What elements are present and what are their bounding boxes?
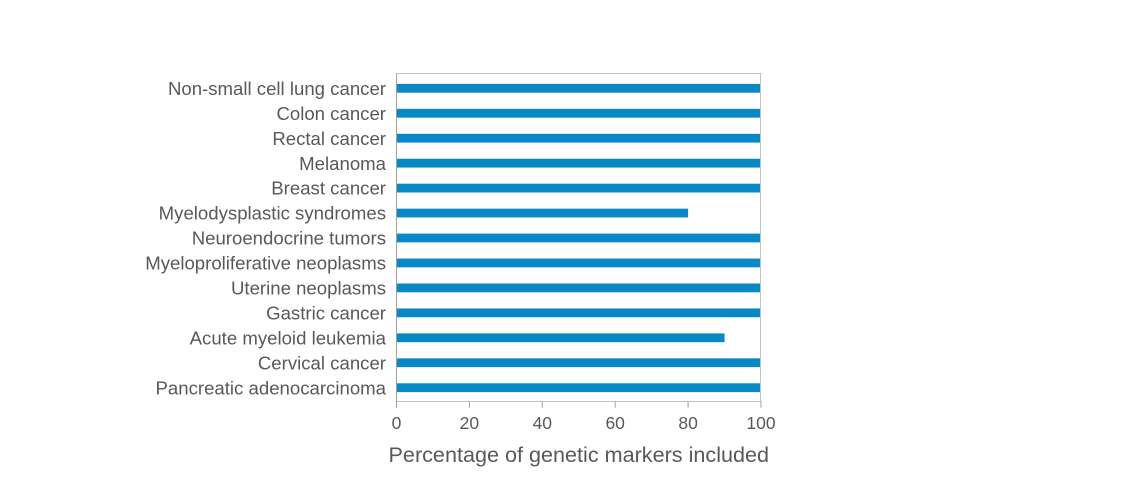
svg-text:Uterine neoplasms: Uterine neoplasms bbox=[231, 278, 386, 299]
svg-text:Myelodysplastic syndromes: Myelodysplastic syndromes bbox=[159, 203, 386, 224]
svg-text:Percentage of genetic markers: Percentage of genetic markers included bbox=[389, 442, 770, 467]
svg-text:60: 60 bbox=[605, 413, 625, 433]
svg-text:Non-small cell lung cancer: Non-small cell lung cancer bbox=[168, 78, 386, 99]
svg-text:40: 40 bbox=[533, 413, 553, 433]
svg-text:20: 20 bbox=[460, 413, 480, 433]
svg-text:Rectal cancer: Rectal cancer bbox=[272, 128, 386, 149]
svg-text:Cervical cancer: Cervical cancer bbox=[258, 352, 386, 373]
svg-text:Acute myeloid leukemia: Acute myeloid leukemia bbox=[190, 327, 387, 348]
svg-text:Breast cancer: Breast cancer bbox=[271, 178, 386, 199]
svg-text:Myeloproliferative neoplasms: Myeloproliferative neoplasms bbox=[145, 253, 386, 274]
svg-text:Pancreatic adenocarcinoma: Pancreatic adenocarcinoma bbox=[156, 377, 387, 398]
svg-text:Gastric cancer: Gastric cancer bbox=[266, 302, 386, 323]
svg-text:Melanoma: Melanoma bbox=[299, 153, 386, 174]
svg-text:80: 80 bbox=[678, 413, 698, 433]
svg-text:Colon cancer: Colon cancer bbox=[276, 103, 386, 124]
svg-text:100: 100 bbox=[746, 413, 775, 433]
svg-text:0: 0 bbox=[392, 413, 402, 433]
svg-text:Neuroendocrine tumors: Neuroendocrine tumors bbox=[192, 228, 386, 249]
